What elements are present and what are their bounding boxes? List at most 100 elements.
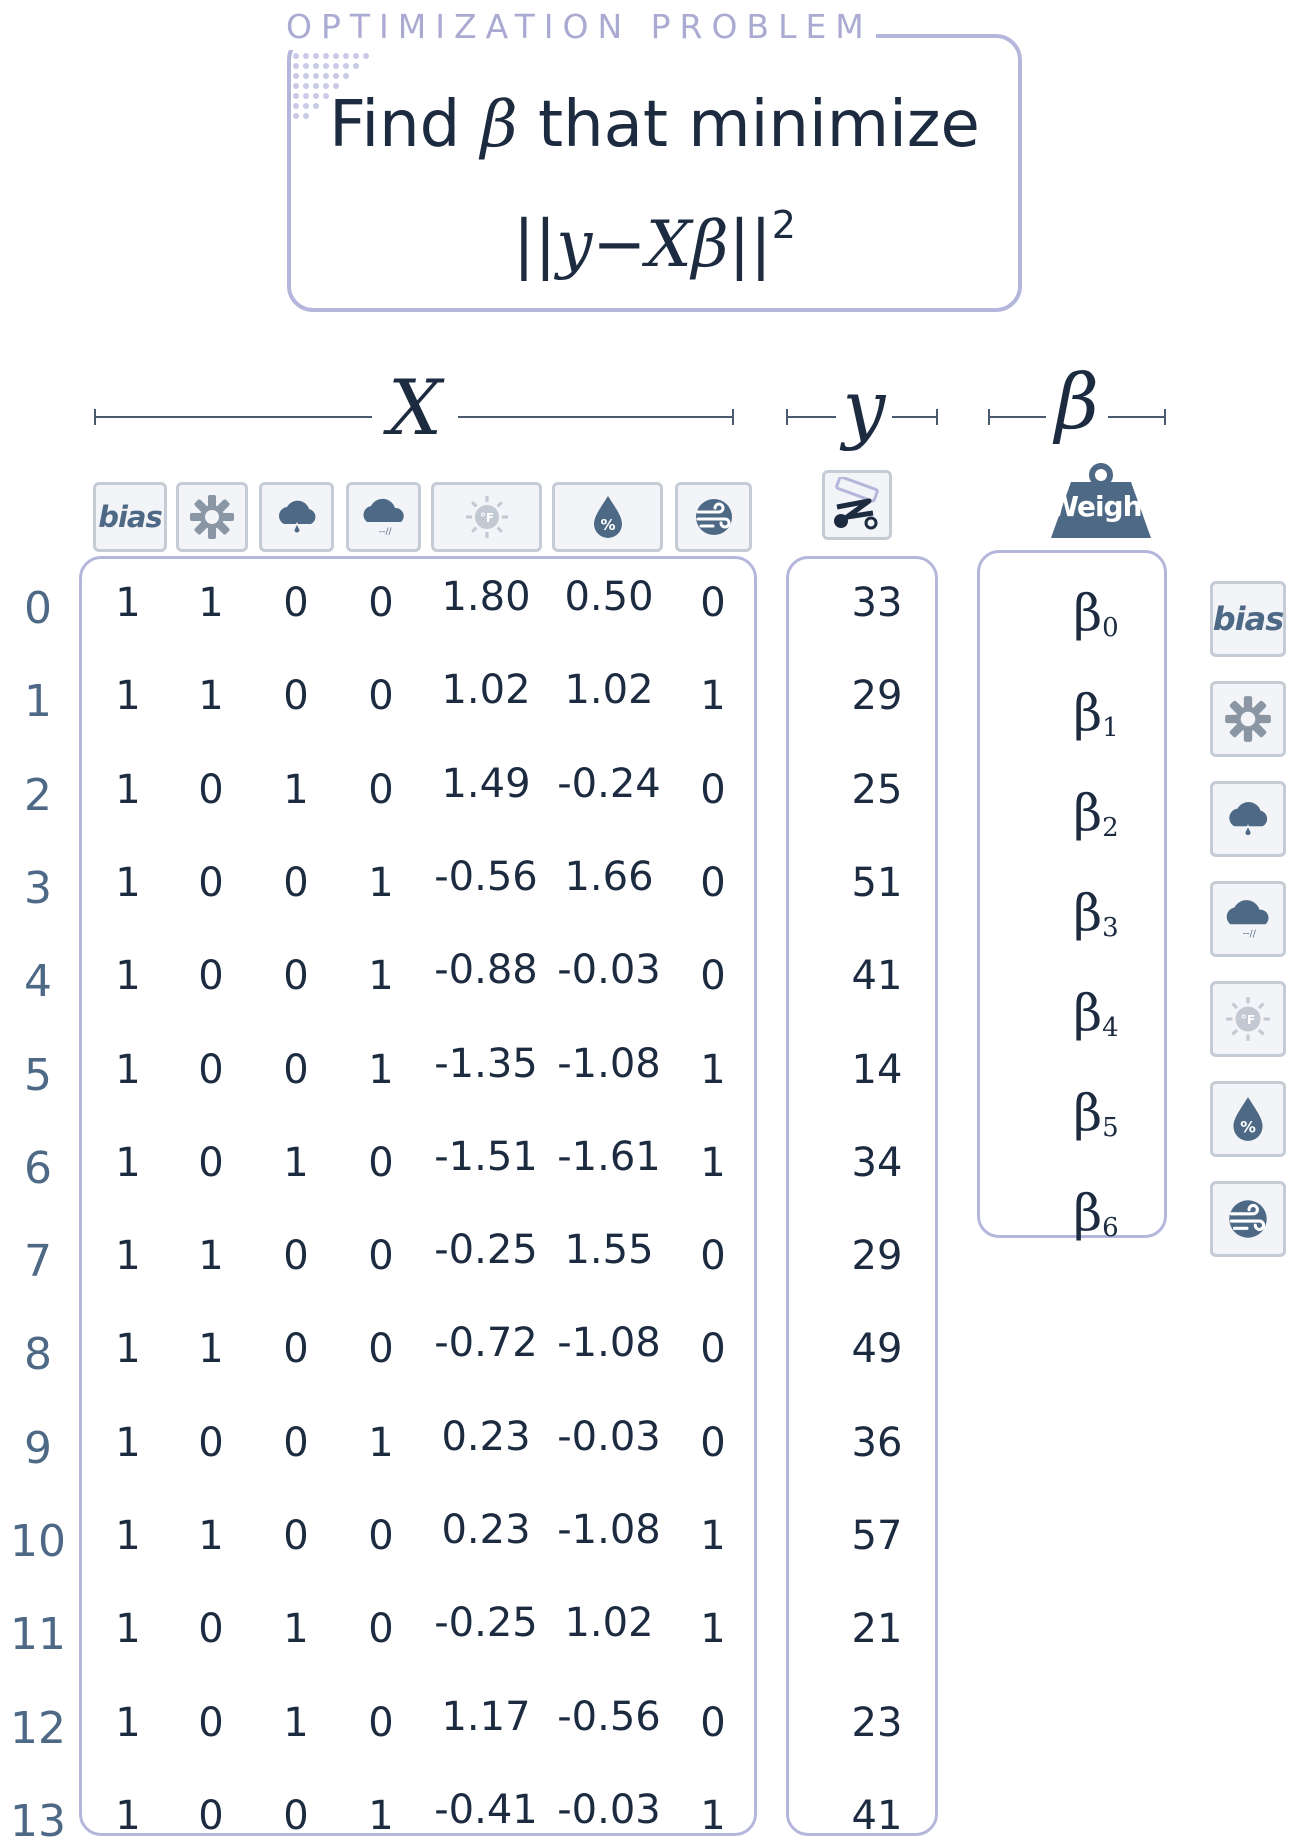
x-cell: 0 bbox=[198, 1792, 224, 1839]
x-cell: 0 bbox=[283, 1419, 309, 1466]
x-cell: -0.72 bbox=[434, 1320, 538, 1367]
beta-symbol: β bbox=[1073, 1184, 1103, 1242]
svg-text:°F: °F bbox=[1241, 1012, 1256, 1027]
x-cell: 0.23 bbox=[441, 1507, 531, 1553]
weight-label: Weight bbox=[1048, 490, 1155, 523]
objective-formula: ||y−Xβ||2 bbox=[287, 188, 1022, 282]
y-cell: 57 bbox=[851, 1513, 903, 1559]
x-cell: 0 bbox=[283, 1326, 309, 1373]
x-cell: 1 bbox=[283, 1139, 309, 1186]
x-cell: 1.80 bbox=[441, 574, 531, 620]
beta-symbol: β bbox=[1073, 784, 1103, 842]
sun-gear-icon bbox=[190, 495, 234, 539]
x-cell: -1.08 bbox=[557, 1320, 661, 1367]
x-cell: 0 bbox=[283, 953, 309, 1000]
x-cell: 0 bbox=[283, 1233, 309, 1280]
x-cell: 1 bbox=[115, 673, 141, 720]
x-cell: 1 bbox=[368, 1419, 394, 1466]
row-index: 11 bbox=[10, 1609, 66, 1661]
bias-label: bias bbox=[98, 500, 163, 534]
beta-coefficient: β2 bbox=[1046, 783, 1146, 858]
x-cell: 0 bbox=[368, 1233, 394, 1280]
x-cell: -0.03 bbox=[557, 1786, 661, 1833]
x-cell: 0 bbox=[700, 580, 726, 626]
feature-tile-temperature: °F bbox=[431, 482, 542, 552]
x-cell: 1 bbox=[115, 859, 141, 906]
title-text-find: Find bbox=[329, 88, 481, 162]
x-cell: 0.50 bbox=[564, 574, 654, 620]
feature-tile-sunny bbox=[176, 482, 248, 552]
x-cell: 1 bbox=[283, 1606, 309, 1653]
x-cell: 1.02 bbox=[564, 1600, 654, 1647]
x-cell: 1 bbox=[198, 673, 224, 720]
x-cell: -0.88 bbox=[434, 947, 538, 994]
x-cell: 0 bbox=[198, 766, 224, 813]
x-cell: 1 bbox=[368, 953, 394, 1000]
beta-feature-tile-bias: bias bbox=[1210, 581, 1286, 657]
objective-title: Find β that minimize bbox=[287, 88, 1022, 162]
y-cell: 51 bbox=[851, 859, 903, 906]
beta-subscript: 1 bbox=[1102, 713, 1119, 743]
x-cell: 0 bbox=[700, 1699, 726, 1746]
x-cell: -1.08 bbox=[557, 1040, 661, 1087]
feature-tile-humidity: % bbox=[552, 482, 663, 552]
title-beta-symbol: β bbox=[480, 88, 518, 162]
x-cell: 1 bbox=[115, 1233, 141, 1280]
x-cell: 1.55 bbox=[564, 1227, 654, 1274]
svg-text:%: % bbox=[1240, 1119, 1256, 1137]
x-cell: 1.49 bbox=[441, 760, 531, 807]
row-index: 6 bbox=[24, 1142, 52, 1194]
thermometer-sun-icon: °F bbox=[1226, 997, 1270, 1041]
title-text-minimize: that minimize bbox=[517, 88, 980, 162]
feature-tile-wind bbox=[675, 482, 752, 552]
beta-feature-tile-wind bbox=[1210, 1181, 1286, 1257]
beta-subscript: 5 bbox=[1102, 1113, 1119, 1143]
x-cell: 0 bbox=[283, 1046, 309, 1093]
x-cell: 0.23 bbox=[441, 1413, 531, 1460]
x-cell: 1 bbox=[115, 953, 141, 1000]
beta-feature-tile-temperature: °F bbox=[1210, 981, 1286, 1057]
x-cell: 0 bbox=[283, 580, 309, 626]
x-cell: -0.03 bbox=[557, 947, 661, 994]
beta-coefficient: β5 bbox=[1046, 1083, 1146, 1158]
x-cell: 1 bbox=[198, 1233, 224, 1280]
x-cell: 1 bbox=[283, 766, 309, 813]
x-cell: 1.02 bbox=[564, 667, 654, 714]
beta-symbol: β bbox=[1073, 684, 1103, 742]
beta-coefficient: β0 bbox=[1046, 583, 1146, 658]
formula-y: y bbox=[556, 208, 593, 282]
y-vector-symbol: y bbox=[836, 368, 892, 448]
x-cell: -1.08 bbox=[557, 1507, 661, 1553]
x-cell: -1.61 bbox=[557, 1133, 661, 1180]
beta-feature-tile-sunny bbox=[1210, 681, 1286, 757]
x-cell: 0 bbox=[283, 1792, 309, 1839]
row-index: 8 bbox=[24, 1329, 52, 1381]
beta-vector-symbol: β bbox=[1046, 362, 1108, 442]
x-cell: 0 bbox=[198, 1419, 224, 1466]
x-cell: 0 bbox=[700, 859, 726, 906]
x-cell: 0 bbox=[198, 1046, 224, 1093]
x-cell: -0.56 bbox=[434, 853, 538, 900]
x-cell: 0 bbox=[198, 1699, 224, 1746]
x-cell: 0 bbox=[283, 1513, 309, 1559]
beta-symbol: β bbox=[1073, 584, 1103, 642]
beta-feature-tile-rainy bbox=[1210, 781, 1286, 857]
x-cell: 0 bbox=[368, 1699, 394, 1746]
x-cell: 1 bbox=[115, 1699, 141, 1746]
beta-subscript: 0 bbox=[1102, 613, 1119, 643]
formula-beta: β bbox=[691, 208, 729, 282]
x-cell: -0.56 bbox=[557, 1693, 661, 1740]
x-cell: 1 bbox=[115, 1513, 141, 1559]
x-cell: 1.66 bbox=[564, 853, 654, 900]
x-cell: 1 bbox=[198, 1513, 224, 1559]
x-cell: 1 bbox=[115, 1046, 141, 1093]
x-cell: 0 bbox=[198, 859, 224, 906]
x-cell: 0 bbox=[368, 1513, 394, 1559]
x-cell: 0 bbox=[198, 1139, 224, 1186]
y-cell: 21 bbox=[851, 1606, 903, 1653]
beta-symbol: β bbox=[1073, 884, 1103, 942]
beta-feature-tile-windy-cloud: ‐‐∕∕ bbox=[1210, 881, 1286, 957]
humidity-drop-icon: % bbox=[593, 496, 622, 538]
beta-coefficient: β6 bbox=[1046, 1183, 1146, 1258]
x-cell: -0.03 bbox=[557, 1413, 661, 1460]
